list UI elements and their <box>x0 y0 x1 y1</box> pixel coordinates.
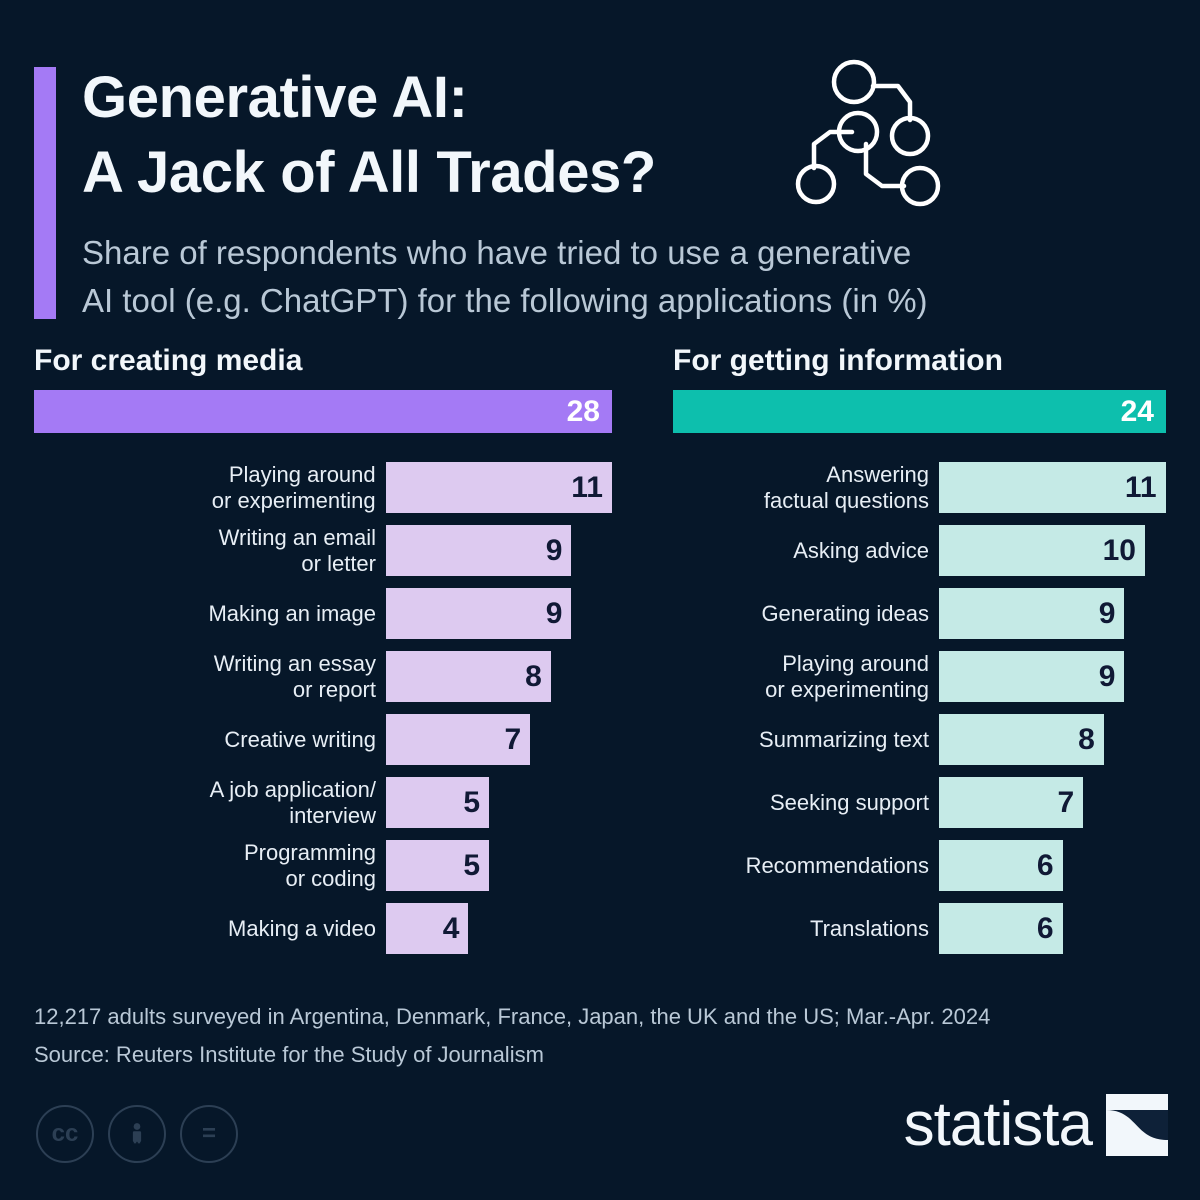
chart-row-label: Creative writing <box>224 726 376 752</box>
chart-row-label: Translations <box>809 915 929 941</box>
header: Generative AI: A Jack of All Trades? Sha… <box>34 58 1166 325</box>
rows-creating-media: Playing around or experimenting 11 Writing… <box>34 462 612 954</box>
cc-nd-equals-icon[interactable]: = <box>180 1105 238 1163</box>
chart-row: A job application/ interview 5 <box>34 777 612 828</box>
chart-row: Asking advice 10 <box>673 525 1166 576</box>
chart-row: Playing around or experimenting 9 <box>673 651 1166 702</box>
chart-row-bar: 9 <box>386 588 572 639</box>
rows-getting-information: Answering factual questions 11 Asking advi… <box>673 462 1166 954</box>
chart-row-bar: 10 <box>939 525 1145 576</box>
chart-row-bar: 7 <box>939 777 1084 828</box>
chart-row-value: 5 <box>463 785 480 819</box>
accent-bar <box>34 67 56 319</box>
subtitle-line-1: Share of respondents who have tried to u… <box>82 233 912 271</box>
page-subtitle: Share of respondents who have tried to u… <box>82 229 1166 325</box>
chart-row-value: 5 <box>463 848 480 882</box>
statista-s-mark-icon <box>1106 1094 1168 1156</box>
chart-row-value: 7 <box>504 722 522 756</box>
column-getting-information: For getting information 24 Answering fac… <box>673 346 1166 966</box>
chart-row-label: Asking advice <box>793 537 929 563</box>
chart-row-value: 4 <box>442 911 460 945</box>
chart-row-bar: 6 <box>939 840 1063 891</box>
chart-row: Answering factual questions 11 <box>673 462 1166 513</box>
chart-row-label: Writing an email or letter <box>218 524 376 576</box>
title-line-1: Generative AI: <box>82 65 468 130</box>
chart-row-label: Writing an essay or report <box>213 650 376 702</box>
chart-row-value: 9 <box>1098 596 1116 630</box>
person-glyph <box>132 1123 142 1144</box>
subtitle-line-2: AI tool (e.g. ChatGPT) for the following… <box>82 281 928 319</box>
chart-row-label: A job application/ interview <box>209 776 376 828</box>
chart-row-bar: 7 <box>386 714 531 765</box>
chart-row: Playing around or experimenting 11 <box>34 462 612 513</box>
cc-by-person-icon[interactable] <box>108 1105 166 1163</box>
chart-row-value: 9 <box>1098 659 1116 693</box>
cc-icon[interactable]: cc <box>36 1105 94 1163</box>
footnote: 12,217 adults surveyed in Argentina, Den… <box>34 998 990 1074</box>
chart-row: Creative writing 7 <box>34 714 612 765</box>
footnote-source: Source: Reuters Institute for the Study … <box>34 1041 544 1067</box>
title-line-2: A Jack of All Trades? <box>82 140 656 206</box>
creative-commons-badges: cc = <box>36 1105 238 1163</box>
cc-nd-icon-label: = <box>201 1120 216 1147</box>
total-bar-getting-information: 24 <box>673 390 1166 433</box>
network-nodes-icon <box>794 58 954 208</box>
chart-row-bar: 11 <box>939 462 1166 513</box>
column-header-getting-information: For getting information <box>673 344 1003 377</box>
cc-icon-label: cc <box>51 1120 79 1147</box>
chart-row: Generating ideas 9 <box>673 588 1166 639</box>
column-creating-media: For creating media 28 Playing around or … <box>34 346 612 966</box>
chart-row-bar: 8 <box>939 714 1104 765</box>
chart-row-bar: 11 <box>385 462 612 513</box>
chart-row-value: 11 <box>1124 470 1157 504</box>
chart-row-bar: 8 <box>386 651 551 702</box>
chart-row-bar: 6 <box>939 903 1063 954</box>
footnote-sample: 12,217 adults surveyed in Argentina, Den… <box>34 1004 991 1029</box>
column-header-creating-media: For creating media <box>34 344 303 377</box>
chart-row-value: 10 <box>1102 533 1136 567</box>
chart-row-bar: 9 <box>386 525 572 576</box>
chart-row-label: Answering factual questions <box>763 461 929 513</box>
page-title: Generative AI: A Jack of All Trades? <box>82 60 1166 211</box>
statista-wordmark: statista <box>903 1090 1093 1159</box>
chart-row-value: 9 <box>545 596 563 630</box>
chart-row-label: Making a video <box>228 915 376 941</box>
chart-row-value: 6 <box>1036 848 1054 882</box>
chart-row-value: 9 <box>545 533 563 567</box>
chart-row-label: Programming or coding <box>243 839 376 891</box>
chart-row: Making a video 4 <box>34 903 612 954</box>
chart-row-bar: 5 <box>386 840 489 891</box>
chart-row-bar: 5 <box>386 777 489 828</box>
chart-row: Translations 6 <box>673 903 1166 954</box>
chart-row-value: 11 <box>571 470 603 504</box>
chart-row: Seeking support 7 <box>673 777 1166 828</box>
chart-row: Writing an essay or report 8 <box>34 651 612 702</box>
statista-logo[interactable]: statista <box>904 1094 1168 1156</box>
chart-row-label: Generating ideas <box>761 600 929 626</box>
chart-row: Recommendations 6 <box>673 840 1166 891</box>
total-value-creating-media: 28 <box>566 394 600 428</box>
chart-row-label: Making an image <box>208 600 376 626</box>
total-bar-creating-media: 28 <box>34 390 612 433</box>
chart-row-label: Playing around or experimenting <box>765 650 929 702</box>
chart-row-label: Summarizing text <box>759 726 929 752</box>
chart-row: Programming or coding 5 <box>34 840 612 891</box>
chart-row: Writing an email or letter 9 <box>34 525 612 576</box>
chart-row-label: Recommendations <box>745 852 929 878</box>
chart-row-bar: 9 <box>939 588 1125 639</box>
chart-row-value: 8 <box>525 659 542 693</box>
chart-row: Making an image 9 <box>34 588 612 639</box>
total-value-getting-information: 24 <box>1120 394 1154 428</box>
chart-row-bar: 9 <box>939 651 1125 702</box>
chart-row-bar: 4 <box>386 903 469 954</box>
chart-row-value: 6 <box>1036 911 1054 945</box>
chart-row-value: 7 <box>1057 785 1075 819</box>
chart-row-label: Playing around or experimenting <box>211 461 376 513</box>
chart-row: Summarizing text 8 <box>673 714 1166 765</box>
chart-row-label: Seeking support <box>770 789 929 815</box>
chart-row-value: 8 <box>1078 722 1095 756</box>
